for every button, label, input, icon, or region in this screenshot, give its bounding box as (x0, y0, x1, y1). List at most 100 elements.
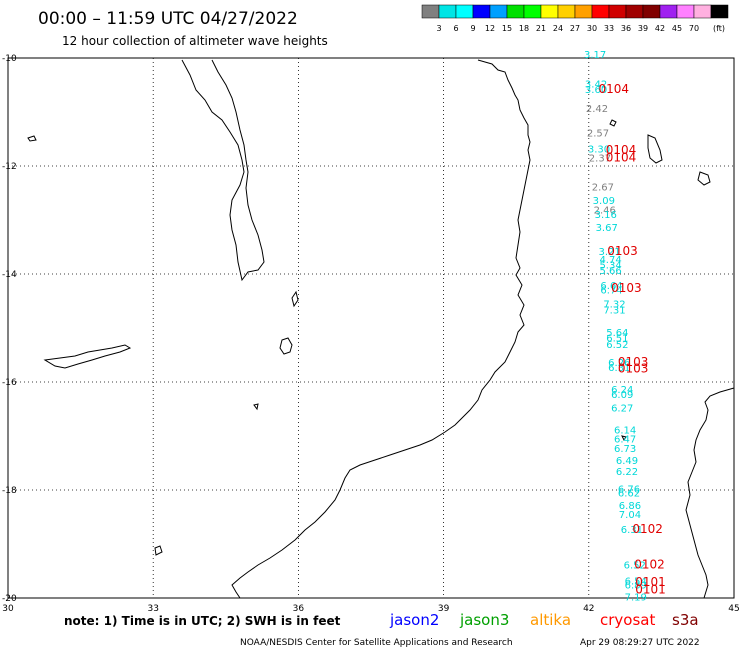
wave-height-value: 6.31 (621, 525, 643, 536)
wave-height-value: 6.52 (624, 560, 646, 571)
lat-tick-label: -10 (2, 54, 17, 64)
comoros-island-small (609, 119, 617, 127)
legend-tick-label: 12 (485, 24, 495, 33)
wave-height-value: 2.37 (589, 154, 611, 165)
footer-timestamp: Apr 29 08:29:27 UTC 2022 (580, 638, 700, 648)
lat-tick-label: -18 (2, 486, 17, 496)
small-spot-2 (621, 435, 627, 441)
legend-tick-label: 30 (587, 24, 597, 33)
wave-height-value: 6.26 (608, 358, 630, 369)
wave-height-value: 6.24 (611, 385, 633, 396)
legend-tick-label: 9 (470, 24, 475, 33)
legend-swatch (472, 4, 491, 19)
wave-height-value: 7.04 (619, 510, 641, 521)
legend-swatch (642, 4, 661, 19)
lon-tick-label: 30 (2, 604, 14, 614)
mission-legend: jason2 jason3 altika cryosat s3a (389, 611, 699, 629)
legend-swatch (676, 4, 695, 19)
pass-number: 0104 (598, 82, 629, 96)
legend-tick-label: 24 (553, 24, 563, 33)
lat-tick-label: -16 (2, 378, 17, 388)
footer-credit: NOAA/NESDIS Center for Satellite Applica… (240, 638, 513, 648)
wave-height-value: 6.52 (606, 340, 628, 351)
legend-swatch (659, 4, 678, 19)
legend-tick-label: 18 (519, 24, 529, 33)
lon-tick-label: 39 (438, 604, 450, 614)
legend-swatch (608, 4, 627, 19)
pass-number: 0104 (606, 151, 637, 165)
legend-tick-label: 33 (604, 24, 614, 33)
lon-tick-label: 33 (147, 604, 158, 614)
legend-swatch (540, 4, 559, 19)
legend-tick-label: 36 (621, 24, 631, 33)
graticule (8, 58, 734, 598)
wave-height-value: 6.89 (625, 580, 647, 591)
small-lake (279, 337, 293, 355)
small-lake-3 (154, 545, 163, 556)
wave-height-value: 6.09 (611, 390, 633, 401)
pass-number: 0104 (606, 143, 637, 157)
map-frame (7, 57, 735, 599)
wave-height-value: 5.66 (599, 266, 621, 277)
pass-number: 0103 (618, 355, 649, 369)
mission-name: jason3 (459, 611, 509, 629)
axis-labels: 30 33 36 39 42 45 -10 -12 -14 -16 -18 -20 (2, 54, 740, 614)
wave-height-value: 2.57 (587, 128, 609, 139)
wave-height-readings: 3.17 3.423.60 2.42 2.57 3.302.37 2.67 3.092.46… (584, 50, 647, 604)
lon-tick-label: 45 (728, 604, 739, 614)
legend-tick-label: 21 (536, 24, 546, 33)
pass-number: 0103 (607, 244, 638, 258)
lon-tick-label: 42 (583, 604, 594, 614)
wave-height-value: 3.21 (598, 247, 620, 258)
wave-height-value: 6.27 (611, 404, 633, 415)
legend-tick-label: 70 (689, 24, 699, 33)
lat-tick-label: -12 (2, 162, 17, 172)
legend-swatch (421, 4, 440, 19)
mayotte-island (697, 171, 711, 186)
legend-tick-label: 27 (570, 24, 580, 33)
wave-height-value: 7.19 (625, 593, 647, 604)
pass-number: 0102 (634, 557, 665, 571)
pass-number: 0101 (635, 575, 666, 589)
legend-swatch (455, 4, 474, 19)
lake-malawi-outline (181, 59, 265, 282)
wave-height-value: 3.42 (585, 80, 607, 91)
wave-height-value: 6.31 (608, 363, 630, 374)
lat-tick-label: -20 (2, 594, 17, 604)
lat-tick-label: -14 (2, 270, 17, 280)
mission-name: cryosat (600, 611, 655, 629)
footer-note: note: 1) Time is in UTC; 2) SWH is in fe… (64, 614, 341, 628)
legend-swatch (591, 4, 610, 19)
legend-tick-label: 15 (502, 24, 512, 33)
legend-swatch (489, 4, 508, 19)
small-island-west (27, 135, 37, 142)
wave-height-value: 5.64 (606, 328, 628, 339)
wave-height-value: 6.51 (606, 334, 628, 345)
wave-height-value: 7.31 (603, 305, 625, 316)
legend-swatch (557, 4, 576, 19)
wave-height-value: 6.62 (618, 488, 640, 499)
legend-swatch (574, 4, 593, 19)
wave-height-value: 6.76 (618, 485, 640, 496)
legend-swatch (506, 4, 525, 19)
pass-number: 0103 (618, 361, 649, 375)
small-lake-2 (291, 290, 299, 308)
map-subtitle: 12 hour collection of altimeter wave hei… (62, 34, 328, 48)
wave-height-value: 7.32 (603, 299, 625, 310)
madagascar-coastline (685, 387, 735, 599)
legend-swatch (523, 4, 542, 19)
mission-name: s3a (672, 611, 699, 629)
lon-tick-label: 36 (293, 604, 305, 614)
legend-swatch (710, 4, 729, 19)
wave-height-value: 6.47 (614, 434, 636, 445)
pass-number: 0102 (632, 522, 663, 536)
east-africa-coastline (231, 59, 531, 599)
small-spot (253, 403, 259, 411)
legend-tick-label: 39 (638, 24, 648, 33)
wave-height-value: 6.73 (614, 444, 636, 455)
legend-tick-label: 6 (453, 24, 458, 33)
coastline (27, 59, 735, 599)
pass-number: 0101 (635, 583, 666, 597)
wave-height-value: 3.67 (596, 223, 618, 234)
